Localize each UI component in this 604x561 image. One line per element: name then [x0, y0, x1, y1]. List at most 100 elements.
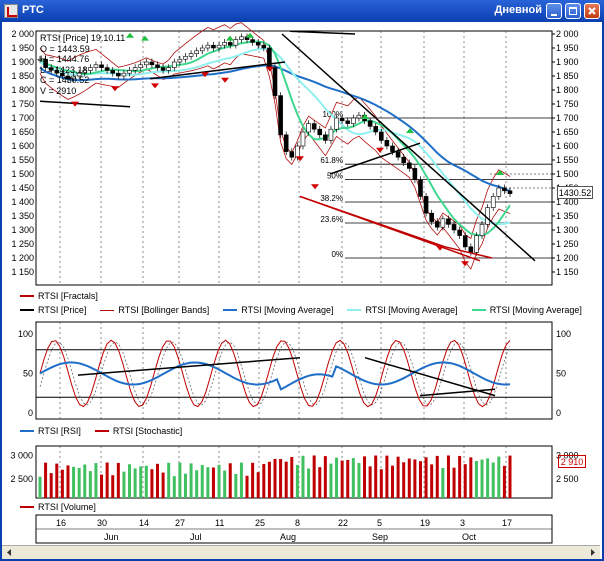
- month-tick-label: Jun: [104, 532, 119, 542]
- legend-volume[interactable]: RTSI [Volume]: [20, 502, 96, 512]
- legend-rsi[interactable]: RTSI [RSI]: [20, 426, 81, 436]
- price-tick-left: 1 700: [11, 113, 34, 123]
- candle-body: [255, 42, 261, 46]
- candle-body: [104, 67, 110, 71]
- volume-bar: [418, 461, 422, 498]
- day-tick-label: 22: [338, 518, 348, 528]
- legend-price[interactable]: RTSI [Price]: [20, 305, 86, 315]
- candle-body: [356, 114, 362, 119]
- trend-line: [289, 30, 356, 35]
- volume-bar: [55, 463, 59, 498]
- legend-stochastic[interactable]: RTSI [Stochastic]: [94, 426, 182, 436]
- volume-bar: [430, 464, 434, 498]
- fib-level-label: 38.2%: [320, 194, 343, 203]
- oscillator-trend-line: [364, 356, 496, 397]
- scroll-right-icon[interactable]: [588, 548, 597, 557]
- candle-body: [54, 70, 60, 74]
- price-tick-right: 1 800: [556, 85, 579, 95]
- volume-bar: [200, 465, 204, 498]
- volume-bar: [245, 475, 249, 498]
- title-bar[interactable]: РТС Дневной: [0, 0, 604, 22]
- fractal-up-marker: [496, 170, 504, 175]
- fib-level-label: 50%: [327, 172, 343, 181]
- current-price-label: 1430.52: [557, 186, 593, 199]
- legend-fractals[interactable]: RTSI [Fractals]: [20, 291, 98, 301]
- fib-level-label: 23.6%: [320, 215, 343, 224]
- volume-bar: [424, 457, 428, 498]
- fractal-down-marker: [201, 72, 209, 78]
- volume-bar: [49, 473, 53, 498]
- legend-ma-green[interactable]: RTSI [Moving Average]: [471, 305, 582, 315]
- candle-body: [295, 145, 300, 158]
- candle-body: [406, 162, 412, 169]
- volume-bar: [318, 467, 322, 498]
- day-tick-label: 27: [175, 518, 185, 528]
- candle-body: [110, 70, 116, 74]
- fractal-up-marker: [226, 35, 234, 41]
- legend-ma-cyan[interactable]: RTSI [Moving Average]: [347, 305, 458, 315]
- price-series: 100% 61.8% 50% 38.2% 23.6% 0%: [37, 22, 552, 270]
- candle-body: [132, 67, 138, 71]
- volume-bar: [284, 461, 288, 498]
- candle-body: [434, 221, 440, 228]
- volume-bar: [413, 459, 417, 498]
- rsi-line: [39, 361, 511, 391]
- period-selector[interactable]: Дневной: [494, 4, 543, 16]
- legend-bollinger[interactable]: RTSI [Bollinger Bands]: [100, 305, 209, 315]
- volume-bar: [88, 471, 92, 498]
- volume-bar: [223, 470, 227, 498]
- close-button[interactable]: [584, 3, 600, 19]
- horizontal-scrollbar[interactable]: [2, 545, 600, 559]
- volume-bar: [363, 456, 367, 498]
- volume-bar: [156, 463, 159, 498]
- volume-bar: [228, 463, 232, 498]
- info-volume: V = 2910: [40, 85, 77, 96]
- candle-body: [474, 235, 479, 253]
- candle-body: [300, 131, 306, 147]
- price-legend: RTSI [Fractals] RTSI [Price] RTSI [Bolli…: [20, 289, 596, 317]
- candle-body: [485, 207, 490, 225]
- minimize-button[interactable]: [546, 3, 562, 19]
- scroll-left-icon[interactable]: [5, 548, 14, 557]
- candle-body: [278, 95, 283, 136]
- oscillator-tick-left: 100: [18, 329, 33, 339]
- price-tick-left: 1 650: [11, 127, 34, 137]
- candle-body: [155, 64, 160, 68]
- candle-body: [194, 50, 199, 54]
- candle-body: [496, 187, 502, 197]
- day-tick-label: 8: [295, 518, 300, 528]
- oscillator-tick-left: 50: [23, 369, 33, 379]
- volume-bar: [178, 462, 182, 498]
- price-tick-left: 1 950: [11, 43, 34, 53]
- volume-bar: [486, 458, 490, 498]
- volume-bar: [206, 467, 210, 498]
- volume-bar: [368, 466, 372, 498]
- price-tick-left: 1 400: [11, 197, 34, 207]
- candle-body: [390, 145, 395, 152]
- volume-bar: [133, 468, 137, 498]
- candle-body: [317, 128, 323, 136]
- volume-legend: RTSI [Volume]: [20, 500, 110, 514]
- candle-body: [457, 229, 462, 236]
- volume-bar: [77, 467, 81, 498]
- candle-body: [367, 120, 373, 127]
- oscillator-tick-right: 0: [556, 408, 561, 418]
- oscillator-pane[interactable]: [35, 321, 553, 420]
- price-tick-right: 1 950: [556, 43, 579, 53]
- price-axis-left: 2 000 1 950 1 900 1 850 1 800 1 750 1 700 1 650…: [11, 29, 34, 277]
- volume-bar: [497, 456, 501, 498]
- maximize-button[interactable]: [565, 3, 581, 19]
- volume-pane[interactable]: [35, 445, 553, 499]
- price-tick-left: 1 750: [11, 99, 34, 109]
- legend-ma-blue[interactable]: RTSI [Moving Average]: [223, 305, 333, 315]
- volume-bar: [60, 469, 64, 498]
- stochastic-signal-line: [39, 341, 511, 406]
- fractal-up-marker: [361, 114, 369, 119]
- volume-bar: [122, 471, 126, 498]
- volume-bar: [44, 462, 48, 498]
- volume-bar: [128, 464, 132, 498]
- info-high: H = 1444.76: [40, 54, 90, 64]
- volume-bar: [251, 462, 255, 498]
- candle-body: [37, 58, 43, 61]
